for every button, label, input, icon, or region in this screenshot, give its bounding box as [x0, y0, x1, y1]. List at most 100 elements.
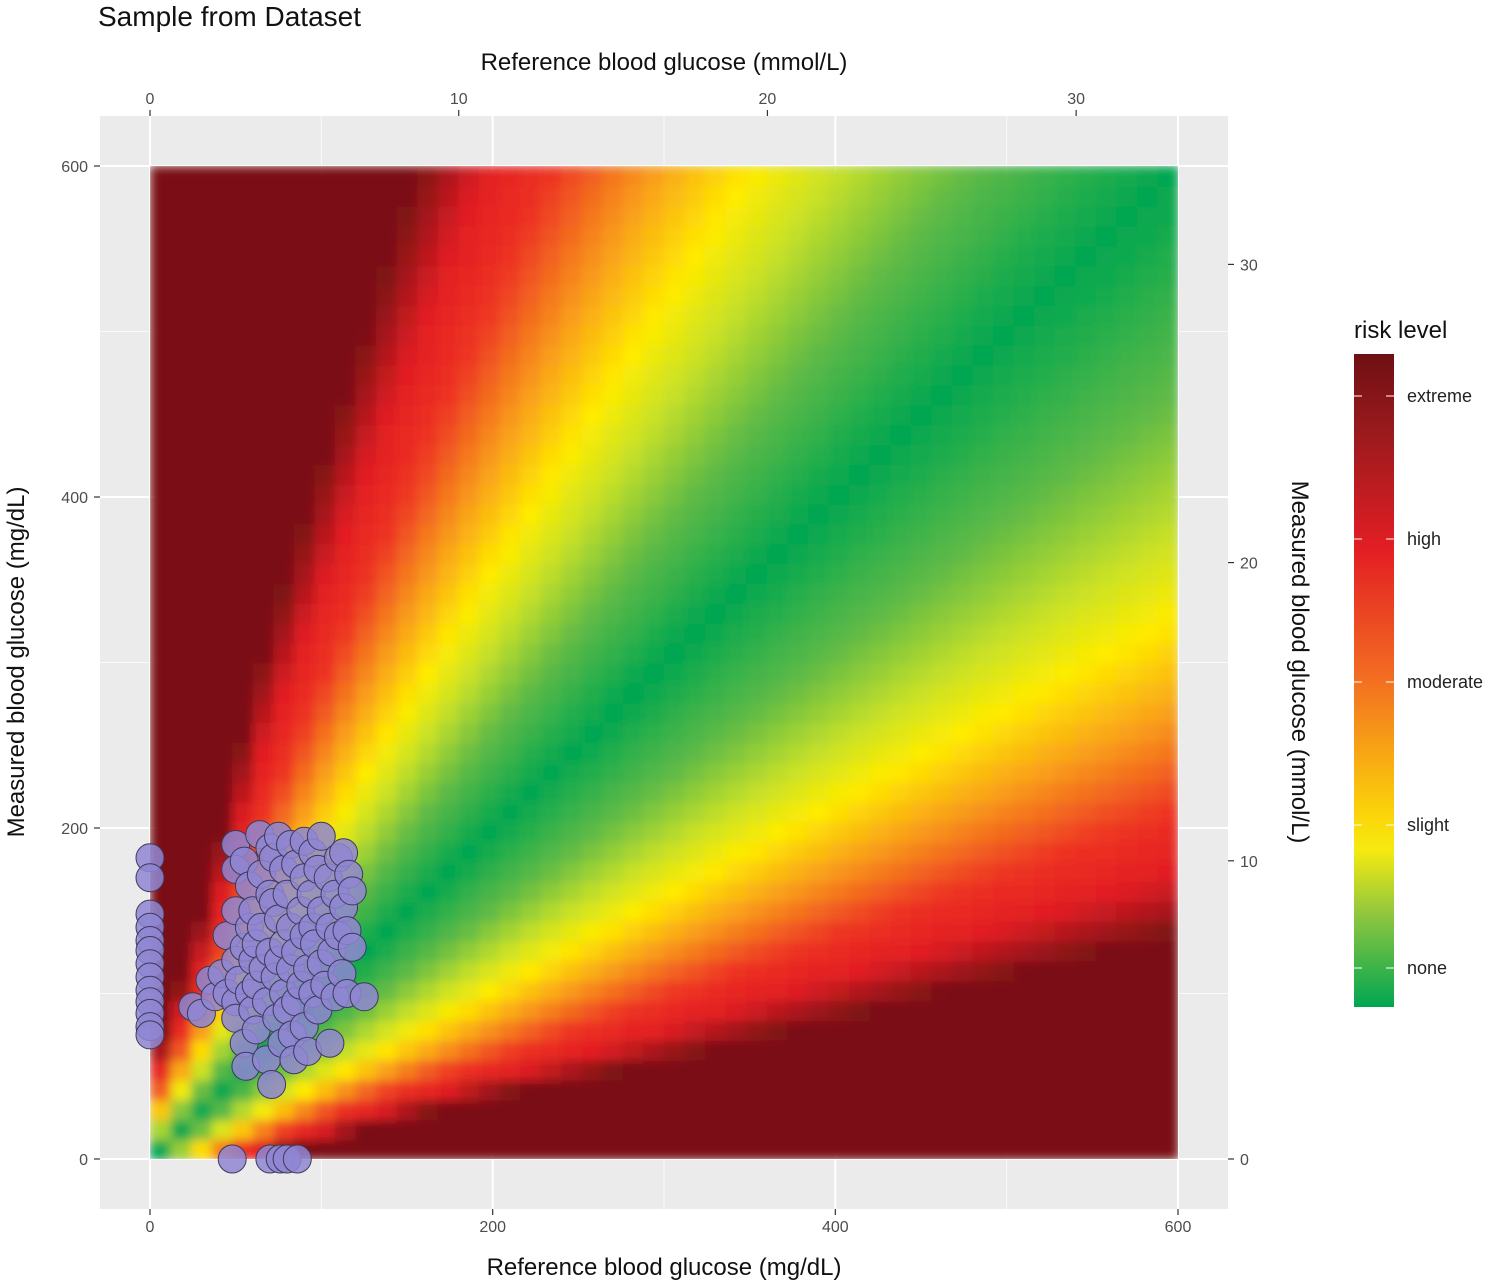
risk-cell	[931, 265, 953, 287]
risk-cell	[1075, 642, 1097, 664]
risk-cell	[293, 444, 316, 465]
x-tick-label: 400	[822, 1219, 849, 1236]
risk-cell	[1095, 305, 1118, 326]
risk-cell	[725, 781, 748, 803]
risk-cell	[1054, 305, 1077, 326]
risk-cell	[437, 444, 460, 465]
risk-cell	[293, 424, 316, 446]
risk-cell	[931, 622, 953, 644]
risk-cell	[705, 285, 727, 307]
risk-cell	[191, 225, 213, 247]
risk-cell	[335, 483, 357, 505]
risk-cell	[1013, 1000, 1036, 1021]
risk-cell	[643, 1079, 665, 1101]
risk-cell	[232, 602, 254, 624]
risk-cell	[664, 980, 686, 1002]
risk-cell	[869, 881, 892, 902]
risk-cell	[150, 682, 172, 704]
risk-cell	[396, 245, 419, 267]
risk-cell	[972, 344, 994, 366]
risk-cell	[807, 444, 830, 465]
risk-cell	[150, 324, 172, 346]
risk-cell	[931, 364, 953, 386]
risk-cell	[396, 543, 419, 565]
risk-cell	[458, 1139, 480, 1159]
risk-cell	[581, 563, 604, 585]
risk-cell	[705, 404, 727, 426]
risk-cell	[293, 1099, 316, 1121]
risk-cell	[170, 622, 193, 644]
risk-cell	[746, 1119, 768, 1141]
risk-cell	[622, 483, 645, 505]
risk-cell	[437, 702, 460, 724]
risk-cell	[1054, 781, 1077, 803]
risk-cell	[1034, 344, 1056, 366]
risk-cell	[1034, 225, 1056, 247]
risk-cell	[232, 444, 254, 465]
risk-cell	[828, 424, 851, 446]
risk-cell	[479, 285, 501, 307]
risk-cell	[437, 1039, 460, 1061]
risk-cell	[335, 404, 357, 426]
risk-cell	[705, 444, 727, 465]
risk-cell	[1054, 1000, 1077, 1021]
risk-cell	[273, 225, 295, 247]
risk-cell	[252, 1099, 275, 1121]
risk-cell	[931, 602, 953, 624]
risk-cell	[664, 205, 686, 227]
risk-cell	[1116, 483, 1138, 505]
data-point	[135, 1020, 165, 1050]
risk-cell	[150, 265, 172, 287]
risk-cell	[191, 523, 213, 545]
risk-cell	[150, 563, 172, 585]
risk-cell	[540, 285, 563, 307]
risk-cell	[725, 1139, 748, 1159]
risk-cell	[273, 305, 295, 326]
risk-cell	[581, 503, 604, 525]
risk-cell	[931, 1000, 953, 1021]
risk-cell	[622, 285, 645, 307]
risk-cell	[725, 583, 748, 604]
risk-cell	[170, 404, 193, 426]
risk-cell	[869, 444, 892, 465]
risk-cell	[993, 722, 1015, 743]
risk-cell	[931, 702, 953, 724]
risk-cell	[643, 821, 665, 843]
risk-cell	[828, 761, 851, 783]
risk-cell	[1095, 1079, 1118, 1101]
risk-cell	[1075, 1139, 1097, 1159]
risk-cell	[273, 444, 295, 465]
risk-cell	[232, 702, 254, 724]
risk-cell	[622, 1099, 645, 1121]
risk-cell	[622, 1139, 645, 1159]
risk-cell	[561, 1020, 583, 1041]
risk-cell	[1136, 185, 1159, 207]
risk-cell	[1013, 305, 1036, 326]
risk-cell	[972, 563, 994, 585]
risk-cell	[787, 821, 809, 843]
risk-cell	[458, 781, 480, 803]
risk-cell	[191, 642, 213, 664]
risk-cell	[890, 980, 912, 1002]
risk-cell	[890, 881, 912, 902]
risk-cell	[787, 1020, 809, 1041]
risk-cell	[1116, 940, 1138, 962]
risk-cell	[807, 344, 830, 366]
risk-cell	[561, 245, 583, 267]
risk-cell	[890, 583, 912, 604]
risk-cell	[1075, 980, 1097, 1002]
risk-cell	[520, 344, 542, 366]
risk-cell	[581, 1139, 604, 1159]
risk-cell	[849, 384, 871, 406]
risk-cell	[931, 900, 953, 922]
risk-cell	[1034, 881, 1056, 902]
risk-cell	[252, 682, 275, 704]
risk-cell	[314, 642, 337, 664]
risk-cell	[1116, 444, 1138, 465]
risk-cell	[766, 225, 789, 247]
risk-cell	[396, 285, 419, 307]
risk-cell	[684, 642, 707, 664]
risk-cell	[1034, 563, 1056, 585]
risk-cell	[664, 503, 686, 525]
risk-cell	[684, 583, 707, 604]
